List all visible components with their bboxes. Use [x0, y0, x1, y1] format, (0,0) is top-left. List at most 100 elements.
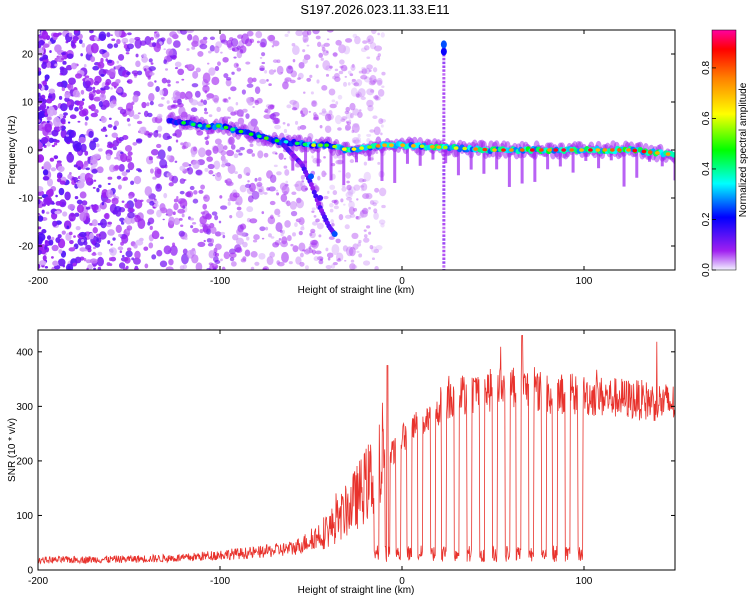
spectrogram-noise-cell [310, 239, 318, 246]
spectrogram-noise-cell [325, 113, 330, 116]
spectrogram-noise-cell [349, 112, 354, 119]
spectrogram-noise-cell [86, 267, 89, 270]
spectrogram-noise-cell [235, 237, 244, 246]
spectrogram-noise-cell [357, 88, 366, 98]
spectrogram-noise-cell [367, 38, 371, 43]
spectrogram-band-core [538, 148, 544, 152]
spectrogram-noise-cell [55, 139, 60, 143]
spectrogram-noise-cell [51, 244, 59, 252]
spectrogram-noise-cell [226, 39, 233, 48]
spectrogram-noise-cell [69, 171, 72, 175]
spectrogram-noise-cell [41, 203, 46, 207]
spectrogram-noise-cell [204, 90, 208, 94]
spectrogram-noise-cell [280, 240, 289, 248]
spectrogram-noise-cell [208, 50, 212, 54]
spectrogram-noise-cell [139, 126, 147, 135]
spectrogram-streak-cell [442, 180, 446, 184]
spectrogram-noise-cell [246, 83, 254, 88]
spectrogram-noise-cell [338, 44, 347, 54]
spectrogram-noise-cell [59, 180, 66, 185]
spectrogram-noise-cell [135, 53, 139, 58]
spectrogram-band-core [453, 146, 459, 150]
spectrogram-noise-cell [78, 100, 85, 107]
spectrogram-noise-cell [52, 260, 59, 267]
spectrogram-noise-cell [42, 54, 49, 60]
spectrogram-noise-cell [42, 255, 47, 261]
spectrogram-noise-cell [292, 245, 299, 253]
spectrogram-noise-cell [310, 101, 318, 107]
spectrogram-noise-cell [313, 215, 317, 218]
spectrogram-noise-cell [317, 41, 322, 47]
spectrogram-noise-cell [291, 191, 297, 196]
spectrogram-noise-cell [64, 191, 71, 201]
spectrogram-noise-cell [230, 261, 237, 267]
spectrogram-noise-cell [252, 106, 255, 108]
spectrogram-noise-cell [287, 30, 291, 34]
spectrogram-y-tick-label: -10 [19, 194, 34, 205]
spectrogram-noise-cell [360, 74, 368, 80]
spectrogram-noise-cell [62, 60, 67, 65]
spectrogram-noise-cell [135, 60, 141, 68]
spectrogram-noise-cell [69, 114, 77, 120]
spectrogram-noise-cell [38, 39, 45, 46]
spectrogram-noise-cell [126, 247, 132, 252]
spectrogram-x-ticks: -200 -100 0 100 [28, 30, 593, 287]
spectrogram-noise-cell [98, 101, 104, 108]
spectrogram-noise-cell [147, 112, 153, 118]
spectrogram-noise-cell [159, 260, 168, 268]
spectrogram-noise-cell [38, 83, 43, 90]
spectrogram-noise-cell [209, 36, 216, 41]
spectrogram-noise-cell [84, 121, 88, 126]
spectrogram-noise-cell [132, 94, 139, 103]
spectrogram-noise-cell [112, 237, 116, 241]
spectrogram-noise-cell [206, 267, 212, 270]
spectrogram-noise-cell [275, 189, 279, 192]
spectrogram-noise-cell [227, 106, 234, 113]
spectrogram-y-label: Frequency (Hz) [7, 116, 18, 185]
spectrogram-y-ticks: -20 -10 0 10 20 [19, 50, 675, 253]
spectrogram-noise-cell [237, 173, 243, 179]
spectrogram-noise-cell [369, 77, 373, 81]
spectrogram-noise-cell [380, 222, 385, 228]
spectrogram-noise-cell [329, 203, 334, 208]
spectrogram-noise-cell [273, 164, 278, 168]
spectrogram-noise-cell [74, 30, 79, 34]
spectrogram-noise-cell [285, 180, 289, 184]
spectrogram-band-core [411, 144, 416, 148]
spectrogram-noise-cell [71, 131, 75, 137]
spectrogram-noise-cell [348, 200, 355, 209]
spectrogram-band-core [400, 143, 406, 148]
spectrogram-noise-cell [329, 184, 336, 190]
spectrogram-noise-cell [259, 78, 267, 85]
spectrogram-noise-cell [74, 256, 82, 264]
spectrogram-noise-cell [353, 184, 361, 191]
spectrogram-noise-cell [220, 51, 223, 54]
spectrogram-noise-cell [63, 134, 72, 144]
spectrogram-streak-cell [442, 203, 446, 207]
spectrogram-noise-cell [355, 136, 362, 142]
spectrogram-noise-cell [232, 192, 240, 198]
spectrogram-noise-cell [369, 200, 375, 205]
spectrogram-streak-cell [442, 57, 446, 61]
spectrogram-noise-cell [100, 116, 107, 123]
spectrogram-noise-cell [174, 67, 179, 70]
spectrogram-noise-cell [48, 88, 56, 94]
colorbar-tick-label: 0.4 [701, 162, 712, 176]
spectrogram-noise-cell [129, 37, 135, 44]
spectrogram-noise-cell [381, 204, 386, 209]
spectrogram-noise-cell [204, 111, 209, 115]
spectrogram-noise-cell [92, 86, 96, 90]
spectrogram-noise-cell [278, 152, 284, 160]
spectrogram-tail [482, 149, 486, 174]
spectrogram-noise-cell [244, 249, 251, 257]
spectrogram-noise-cell [311, 100, 317, 107]
spectrogram-noise-cell [66, 64, 73, 71]
spectrogram-noise-cell [352, 243, 359, 250]
spectrogram-noise-cell [94, 109, 99, 114]
spectrogram-noise-cell [92, 89, 97, 93]
snr-series-line [38, 335, 675, 565]
spectrogram-noise-cell [79, 191, 87, 199]
spectrogram-noise-cell [214, 66, 220, 72]
spectrogram-noise-cell [351, 123, 360, 134]
spectrogram-noise-cell [368, 80, 376, 86]
